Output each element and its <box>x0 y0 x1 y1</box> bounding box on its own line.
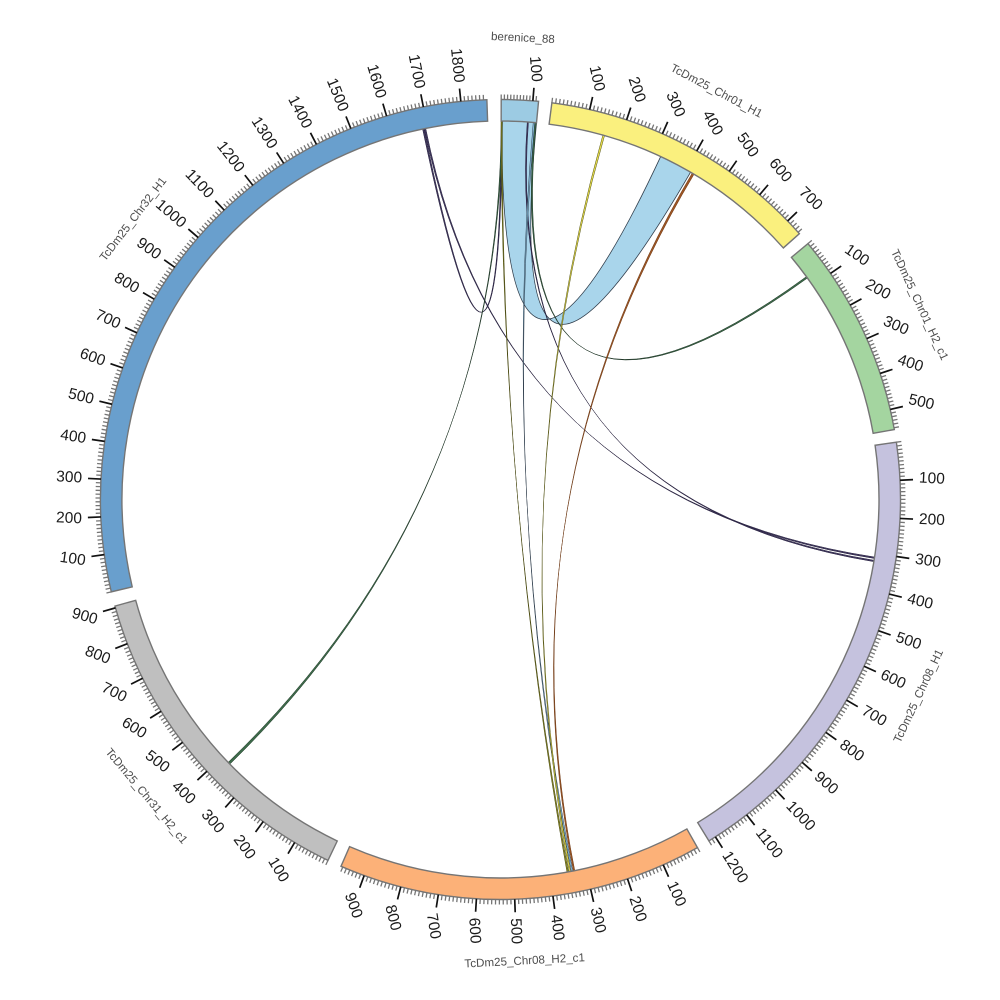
svg-text:400: 400 <box>547 914 567 942</box>
svg-text:200: 200 <box>919 511 946 529</box>
svg-text:100: 100 <box>586 64 608 93</box>
svg-text:300: 300 <box>56 468 83 486</box>
svg-text:1700: 1700 <box>405 53 428 90</box>
svg-text:500: 500 <box>66 385 96 408</box>
svg-text:800: 800 <box>381 903 404 933</box>
svg-text:1800: 1800 <box>447 47 467 83</box>
svg-text:TcDm25_Chr08_H2_c1: TcDm25_Chr08_H2_c1 <box>464 951 585 970</box>
svg-text:100: 100 <box>919 470 946 488</box>
svg-text:400: 400 <box>906 590 936 613</box>
svg-text:500: 500 <box>907 391 936 413</box>
svg-text:400: 400 <box>59 426 87 447</box>
svg-text:300: 300 <box>914 551 942 572</box>
svg-text:900: 900 <box>70 605 100 628</box>
svg-text:300: 300 <box>587 906 609 935</box>
svg-text:200: 200 <box>56 509 83 527</box>
svg-text:berenice_88: berenice_88 <box>491 30 555 46</box>
svg-text:600: 600 <box>465 917 484 944</box>
svg-text:700: 700 <box>423 912 444 941</box>
svg-text:500: 500 <box>507 918 525 945</box>
svg-text:100: 100 <box>59 549 87 569</box>
svg-text:100: 100 <box>526 55 545 83</box>
